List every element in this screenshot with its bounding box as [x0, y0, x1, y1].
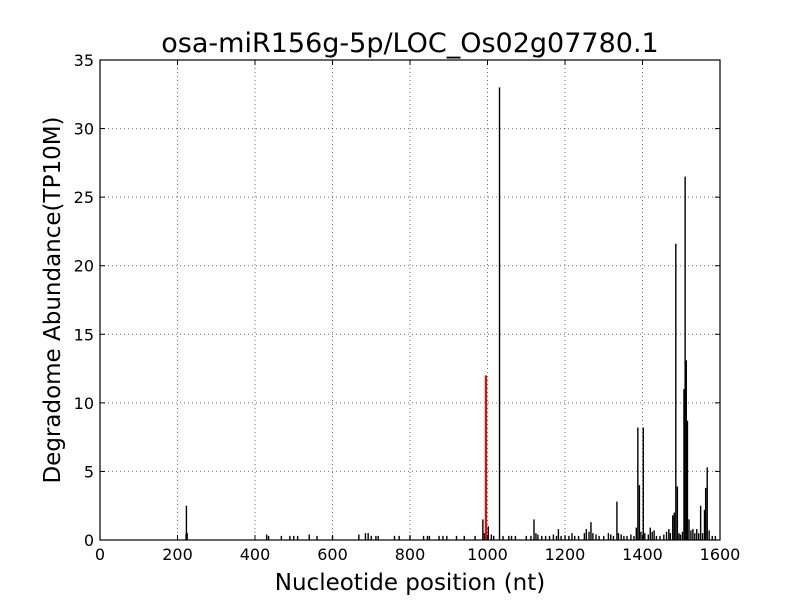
y-tick-label: 10: [74, 394, 94, 413]
x-tick-label: 400: [240, 545, 271, 564]
x-tick-label: 600: [317, 545, 348, 564]
y-tick-label: 35: [74, 51, 94, 70]
chart-title: osa-miR156g-5p/LOC_Os02g07780.1: [161, 28, 658, 59]
y-tick-label: 5: [84, 462, 94, 481]
x-tick-label: 1000: [467, 545, 508, 564]
y-tick-label: 0: [84, 531, 94, 550]
x-tick-label: 1600: [700, 545, 741, 564]
x-axis-label: Nucleotide position (nt): [275, 570, 545, 596]
y-tick-label: 30: [74, 120, 94, 139]
x-tick-label: 200: [162, 545, 193, 564]
y-tick-label: 20: [74, 257, 94, 276]
x-tick-label: 800: [395, 545, 426, 564]
y-axis-label: Degradome Abundance(TP10M): [40, 116, 66, 483]
tick-layer: 0 200 400 600 800 1000 1200 1400 1600 0 5 10 15 20 25 3…: [74, 51, 741, 564]
grid-layer: [100, 60, 720, 540]
x-tick-label: 1400: [622, 545, 663, 564]
bar-layer: [185, 87, 717, 540]
x-tick-label: 0: [95, 545, 105, 564]
y-tick-label: 25: [74, 188, 94, 207]
y-tick-label: 15: [74, 325, 94, 344]
x-tick-label: 1200: [545, 545, 586, 564]
